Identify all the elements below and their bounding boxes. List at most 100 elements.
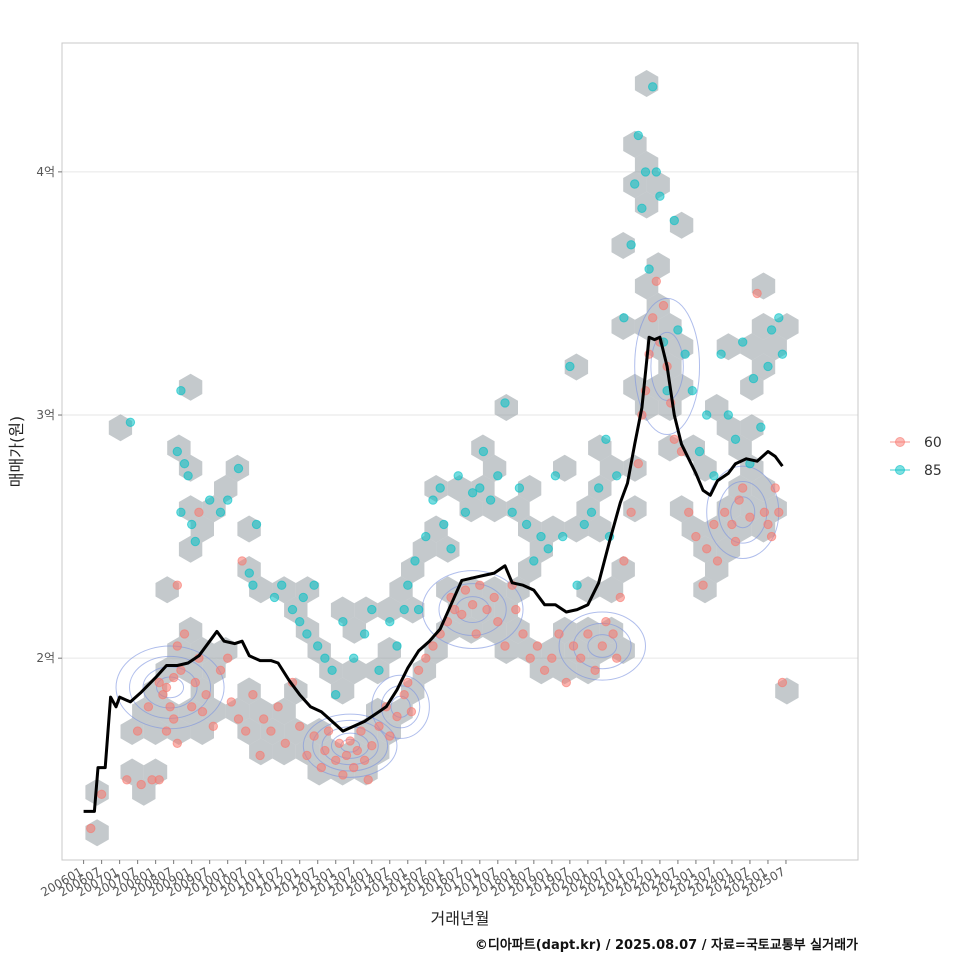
trend-line (83, 335, 784, 813)
point-60 (341, 750, 352, 761)
point-60 (392, 711, 402, 722)
point-60 (727, 519, 737, 530)
point-60 (266, 726, 276, 736)
hexbin-cell (330, 596, 355, 624)
point-85 (331, 690, 341, 700)
point-60 (777, 677, 788, 688)
hexbin-cell (214, 475, 238, 502)
point-85 (385, 617, 395, 627)
hexbin-cell (354, 596, 378, 624)
point-60 (176, 665, 186, 675)
point-60 (428, 641, 438, 651)
point-85 (421, 531, 431, 542)
point-85 (543, 544, 553, 554)
point-60 (169, 714, 179, 724)
point-60 (226, 697, 237, 707)
point-60 (626, 507, 636, 517)
point-85 (763, 361, 773, 372)
point-85 (640, 167, 651, 177)
point-60 (215, 665, 226, 675)
point-60 (712, 556, 723, 566)
point-60 (403, 677, 413, 688)
point-60 (122, 775, 132, 785)
point-85 (295, 617, 305, 627)
point-60 (374, 721, 384, 731)
contour-ring (730, 496, 756, 529)
point-85 (277, 580, 287, 590)
point-60 (154, 677, 164, 688)
hexbin-cell (447, 475, 472, 502)
x-axis-ticks: 2006012006072007012007072008012008072009… (38, 860, 787, 900)
point-60 (576, 653, 586, 663)
hexbin-cell (167, 718, 191, 745)
point-60 (359, 755, 370, 765)
point-60 (399, 690, 409, 700)
point-60 (561, 677, 571, 688)
point-85 (601, 434, 611, 444)
point-60 (169, 672, 179, 683)
point-85 (565, 361, 575, 372)
point-60 (334, 738, 344, 748)
point-60 (547, 653, 557, 663)
point-60 (612, 653, 622, 663)
point-60 (770, 483, 780, 493)
point-60 (96, 789, 107, 799)
point-60 (532, 641, 543, 651)
hexbin-cell (564, 353, 589, 381)
point-60 (280, 738, 290, 748)
point-60 (489, 592, 499, 603)
point-85 (410, 556, 420, 566)
y-axis-ticks: 2억 3억 4억 (36, 165, 62, 665)
point-60 (363, 775, 373, 785)
point-85 (514, 483, 525, 493)
hexbin-cell (167, 637, 191, 664)
point-85 (630, 179, 640, 189)
point-60 (493, 617, 503, 627)
point-85 (507, 507, 517, 517)
point-85 (453, 471, 463, 481)
point-60 (241, 726, 251, 736)
hexbin-cell (401, 596, 425, 624)
point-60 (356, 726, 366, 736)
point-60 (323, 726, 334, 736)
point-85 (680, 349, 690, 359)
point-85 (485, 495, 496, 505)
point-60 (248, 690, 258, 700)
point-60 (132, 726, 143, 736)
point-85 (125, 417, 136, 427)
point-60 (763, 519, 773, 530)
point-60 (172, 738, 183, 748)
point-85 (669, 215, 679, 226)
point-85 (298, 592, 308, 603)
point-60 (345, 736, 355, 746)
point-60 (295, 721, 305, 731)
hexbin-cell (646, 252, 670, 280)
point-85 (478, 446, 489, 457)
point-60 (172, 641, 183, 651)
point-85 (338, 617, 348, 627)
point-60 (165, 702, 175, 712)
point-60 (223, 653, 233, 663)
point-85 (586, 507, 597, 517)
point-60 (413, 665, 424, 675)
point-60 (648, 313, 658, 323)
point-85 (655, 191, 665, 201)
point-60 (385, 731, 395, 741)
point-85 (403, 580, 413, 590)
y-axis-title: 매매가(원) (7, 416, 26, 487)
point-60 (734, 495, 744, 505)
point-60 (158, 690, 168, 700)
point-85 (687, 386, 697, 396)
hexbin-cell (611, 556, 635, 583)
point-85 (619, 313, 629, 323)
point-85 (594, 483, 604, 493)
point-85 (475, 483, 485, 493)
point-60 (590, 665, 600, 675)
point-60 (406, 707, 417, 717)
hexbin-cell (178, 373, 203, 401)
point-85 (694, 446, 705, 457)
hexbin-cell (646, 292, 670, 320)
point-85 (777, 349, 788, 359)
point-85 (723, 410, 733, 420)
point-85 (320, 653, 330, 663)
